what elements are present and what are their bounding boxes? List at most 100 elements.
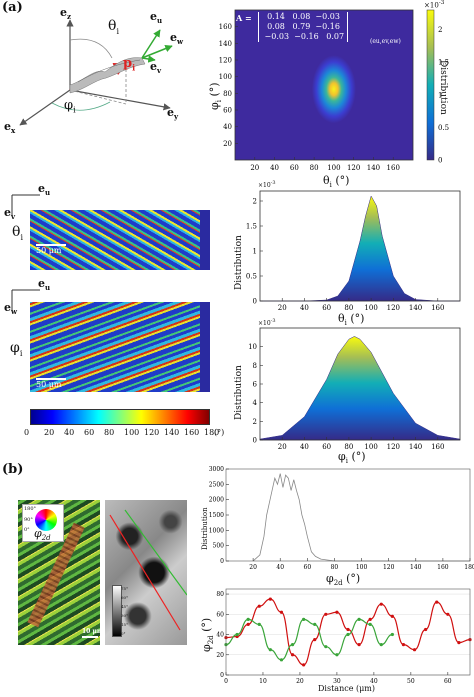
x-tick: 140 [409,304,422,312]
x-tick: 40 [300,443,309,451]
matrix-row: 0.14 0.08 −0.03 [262,12,340,21]
y-tick: 1 [253,248,257,256]
profile-x-tick: 40 [370,678,378,685]
heatmap-y-tick: 160 [219,23,232,31]
theta-dist-xlabel: θi (°) [338,312,365,328]
hist-y-tick: 0 [220,558,224,565]
phi-map-symbol: φi [10,340,23,358]
phi2d-histogram-chart: 20 40 60 80 100 120 140 160 180 0 500 1000 1500 2000… [209,466,474,571]
colorbar-tick: 0.5 [438,124,449,132]
heatmap-x-tick: 160 [387,164,400,172]
ew-vector [141,45,173,59]
matrix-values: 0.14 0.08 −0.03 0.08 0.79 −0.16 −0.03 −0… [258,12,349,42]
b-scale-bar [82,636,98,638]
profile-point [290,643,295,647]
theta-map-axis-top: eu [38,182,51,198]
profile-y-tick: 40 [216,632,224,639]
profile-point [302,663,306,667]
heatmap-y-tick: 100 [219,73,232,81]
gray-scale-bar [112,585,122,637]
profile-point [412,648,417,652]
profile-point [313,622,317,627]
theta-map-axis-side: ev [4,206,16,222]
theta-scale-label: 50 μm [36,246,62,255]
x-tick: 60 [322,304,331,312]
heatmap-x-tick: 100 [327,164,340,172]
matrix-row: 0.08 0.79 −0.16 [262,22,340,31]
angle-colorbar-tick: 100 [124,428,140,437]
angle-colorbar-tick: 180 [204,428,220,437]
profile-point [246,617,250,621]
gray-scale-tick: 60° [121,595,129,600]
x-tick: 60 [322,443,331,451]
heatmap-ylabel: φi (°) [208,82,224,110]
ev-label: ev [150,60,162,76]
gray-scale-ticks: 75° 60° 45° 30° 15° 0° [121,584,141,636]
x-tick: 80 [344,443,353,451]
profile-point [279,610,284,614]
theta-dist-y-ticks: 0 0.5 1 1.5 2 [246,198,263,306]
angle-colorbar-tick: 60 [84,428,95,437]
eu-vector [141,29,161,59]
profile-red-points [224,597,472,667]
panel-label-a: (a) [2,0,23,15]
hist-y-tick: 2000 [209,497,224,504]
profile-y-tick: 20 [216,652,224,659]
panel-label-b: (b) [2,462,24,477]
phi-map-axis-top: eu [38,277,51,293]
matrix-basis: (eu,ev,ew) [370,38,401,45]
profile-point [346,627,350,632]
y-tick: 4 [253,399,258,407]
phi2d-profile-chart: 0 10 20 30 40 50 60 0 20 40 60 80 [216,588,472,685]
colorbar-tick: 0 [438,157,442,165]
phi-dist-y-ticks: 0 2 4 6 8 10 [248,343,263,445]
theta-distribution-chart: 20 40 60 80 100 120 140 160 0 0.5 1 1.5 2 [246,190,461,312]
heatmap-x-ticks: 20 40 60 80 100 120 140 160 [250,157,400,172]
theta-orientation-map [30,210,210,270]
theta-dist-exponent: ×10-3 [258,180,276,189]
profile-x-tick: 30 [333,678,341,685]
heatmap-x-tick: 20 [250,164,259,172]
profile-series-green [225,618,393,661]
fiber-shape [69,57,146,94]
profile-point [313,637,317,642]
ey-label: ey [167,106,179,122]
angle-colorbar-tick: 140 [164,428,180,437]
profile-point [368,617,372,621]
wheel-label-180: 180° [24,506,37,512]
angle-colorbar-tick: 120 [144,428,160,437]
color-wheel-symbol: φ2d [34,527,51,543]
schematic-diagram [19,19,173,126]
x-tick: 120 [387,304,400,312]
x-tick: 40 [300,304,309,312]
phi-dist-x-ticks: 20 40 60 80 100 120 140 160 [278,437,444,451]
ey-axis [69,89,171,111]
y-tick: 2 [253,418,257,426]
x-tick: 160 [431,443,444,451]
x-tick: 80 [344,304,353,312]
profile-x-tick: 50 [407,678,415,685]
heatmap-xlabel: θi (°) [323,174,350,190]
profile-xlabel: Distance (μm) [318,684,375,693]
color-wheel-legend: 180° 90° 0° [22,504,64,542]
y-tick: 2 [253,198,257,206]
profile-x-tick: 20 [296,678,304,685]
angle-colorbar-tick: 20 [44,428,55,437]
colorbar-tick: 2 [438,26,442,34]
profile-point [446,612,450,616]
theta-dist-x-ticks: 20 40 60 80 100 120 140 160 [278,298,444,312]
angle-colorbar-tick: 0 [24,428,30,437]
y-tick: 0 [253,298,257,306]
profile-point [257,622,261,627]
angle-colorbar-ticks: 0 20 40 60 80 100 120 140 160 180 [24,428,224,440]
wheel-label-90: 90° [24,517,33,523]
x-tick: 100 [364,443,377,451]
y-tick: 0 [253,437,257,445]
hist-x-tick: 80 [331,564,339,571]
profile-point [279,658,284,662]
wheel-label-0: 0° [24,527,30,533]
theta-label: θi [108,18,119,36]
profile-point [357,643,361,647]
y-tick: 6 [253,381,258,389]
hist-xlabel: φ2d (°) [326,572,361,588]
